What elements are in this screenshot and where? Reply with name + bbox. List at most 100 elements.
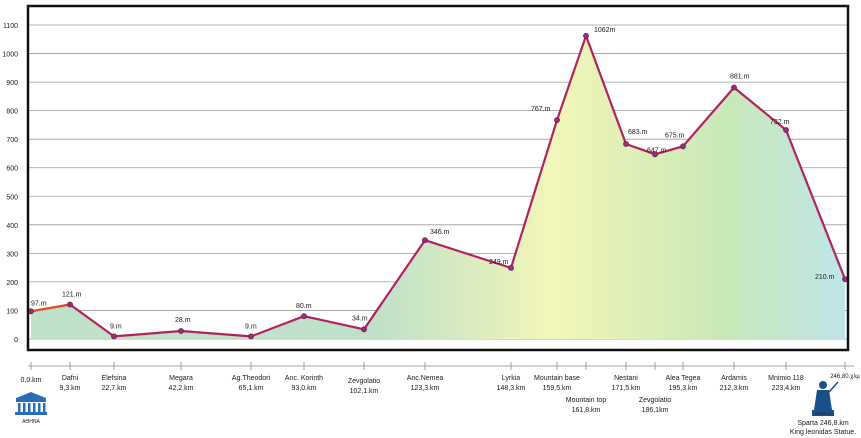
y-tick-label-700: 700 bbox=[6, 137, 18, 144]
statue-spear bbox=[828, 381, 839, 393]
plot-frame bbox=[26, 4, 850, 352]
data-point-11 bbox=[623, 141, 629, 147]
station-distance-0: 0,0.km bbox=[20, 377, 41, 384]
statue-head bbox=[819, 381, 827, 389]
data-point-12 bbox=[652, 151, 658, 158]
station-name-13: Alea Tegea bbox=[666, 375, 701, 382]
data-point-13 bbox=[680, 143, 686, 150]
data-point-5 bbox=[301, 313, 307, 320]
data-point-9 bbox=[554, 117, 560, 123]
elevation-label-10: 1062m bbox=[594, 27, 616, 34]
statue-plaque-text: ΣΠΑΡΤΗ bbox=[815, 411, 831, 416]
logo-column-0 bbox=[18, 403, 21, 412]
station-distance-11: 171,5.km bbox=[612, 385, 641, 392]
station-distance-5: 93,0.km bbox=[292, 385, 317, 392]
elevation-label-7: 346.m bbox=[430, 229, 450, 236]
station-distance-1: 9,3.km bbox=[59, 385, 80, 392]
elevation-label-11: 683.m bbox=[628, 129, 648, 136]
data-point-14 bbox=[731, 84, 737, 91]
data-point-3 bbox=[178, 328, 184, 334]
elevation-label-5: 80.m bbox=[296, 303, 312, 310]
station-name-15: Mnimio 118 bbox=[768, 375, 804, 382]
logo-roof bbox=[16, 398, 46, 402]
station-distance-2: 22,7.km bbox=[102, 385, 127, 392]
elevation-label-4: 9.m bbox=[245, 323, 257, 330]
station-distance-8: 148,3.km bbox=[497, 385, 526, 392]
station-distance-4: 65,1.km bbox=[239, 385, 264, 392]
statue-pedestal bbox=[812, 410, 834, 416]
elevation-label-9: 767.m bbox=[531, 106, 551, 113]
elevation-area bbox=[31, 35, 845, 340]
end-caption-line-1: Sparta 246,8.km bbox=[797, 420, 849, 427]
station-name-8: Lyrkia bbox=[502, 375, 521, 382]
station-distance-14: 212,3.km bbox=[720, 385, 749, 392]
x-end-label: 246,80.χλμ bbox=[830, 374, 860, 380]
statue-body bbox=[814, 390, 832, 410]
station-name-6: Zevgolatio bbox=[348, 378, 380, 385]
elevation-label-0: 97.m bbox=[31, 300, 47, 307]
y-tick-label-900: 900 bbox=[6, 80, 18, 87]
data-point-6 bbox=[361, 326, 367, 333]
station-distance-9: 159,5.km bbox=[543, 385, 572, 392]
station-distance-13: 195,3.km bbox=[669, 385, 698, 392]
station-name-4: Ag.Theodori bbox=[232, 375, 271, 382]
y-tick-label-300: 300 bbox=[6, 251, 18, 258]
logo-base bbox=[15, 412, 47, 415]
elevation-label-14: 881.m bbox=[730, 74, 750, 81]
y-tick-label-800: 800 bbox=[6, 109, 18, 116]
station-distance-3: 42,2.km bbox=[169, 385, 194, 392]
end-caption-line-2: King leonidas Statue. bbox=[790, 429, 856, 436]
elevation-label-6: 34.m bbox=[352, 315, 368, 322]
data-point-4 bbox=[248, 333, 254, 340]
station-name-5: Anc. Korinth bbox=[285, 375, 323, 382]
y-tick-label-100: 100 bbox=[6, 308, 18, 315]
start-segment bbox=[30, 303, 71, 313]
station-name-7: Anc.Nemea bbox=[407, 375, 444, 382]
y-tick-label-0: 0 bbox=[14, 337, 18, 344]
station-name-10: Mountain top bbox=[566, 397, 607, 404]
station-distance-12: 186,1km bbox=[642, 407, 669, 414]
station-distance-10: 161,8.km bbox=[572, 407, 601, 414]
station-name-14: Ardamis bbox=[721, 375, 747, 382]
data-point-2 bbox=[111, 333, 117, 340]
athens-logo: ΑΘΗΝΑ bbox=[15, 392, 47, 425]
elevation-label-16: 210.m bbox=[815, 274, 835, 281]
elevation-label-13: 675.m bbox=[665, 132, 685, 139]
elevation-label-8: 249.m bbox=[489, 259, 509, 266]
elevation-label-12: 647.m bbox=[647, 147, 667, 154]
logo-column-5 bbox=[43, 403, 46, 412]
leonidas-statue-icon: ΣΠΑΡΤΗ bbox=[812, 381, 839, 416]
logo-column-4 bbox=[38, 403, 41, 412]
station-name-1: Dafni bbox=[62, 375, 79, 382]
y-tick-label-400: 400 bbox=[6, 223, 18, 230]
y-tick-label-1100: 1100 bbox=[3, 23, 18, 30]
logo-column-3 bbox=[33, 403, 36, 412]
data-point-1 bbox=[67, 301, 73, 308]
logo-column-1 bbox=[23, 403, 26, 412]
station-name-9: Mountain base bbox=[534, 375, 580, 382]
logo-column-2 bbox=[28, 403, 31, 412]
data-point-10 bbox=[583, 32, 589, 39]
y-tick-label-200: 200 bbox=[6, 280, 18, 287]
elevation-label-2: 9.m bbox=[110, 323, 122, 330]
data-point-8 bbox=[508, 264, 514, 271]
station-name-2: Elefsina bbox=[102, 375, 127, 382]
y-tick-label-1000: 1000 bbox=[2, 52, 18, 59]
y-tick-label-600: 600 bbox=[6, 166, 18, 173]
elevation-label-3: 28.m bbox=[175, 317, 191, 324]
logo-pediment bbox=[16, 392, 46, 398]
elevation-label-1: 121.m bbox=[62, 291, 82, 298]
station-distance-7: 123,3.km bbox=[411, 385, 440, 392]
elevation-label-15: 732.m bbox=[770, 119, 790, 126]
y-tick-label-500: 500 bbox=[6, 194, 18, 201]
station-name-12: Zevgolatio bbox=[639, 397, 671, 404]
station-name-11: Nestani bbox=[614, 375, 638, 382]
station-name-3: Megara bbox=[169, 375, 193, 382]
data-point-15 bbox=[783, 127, 789, 133]
athens-logo-text: ΑΘΗΝΑ bbox=[22, 419, 40, 425]
station-distance-15: 223,4.km bbox=[772, 385, 801, 392]
station-distance-6: 102,1.km bbox=[350, 388, 379, 395]
data-point-7 bbox=[422, 237, 428, 244]
